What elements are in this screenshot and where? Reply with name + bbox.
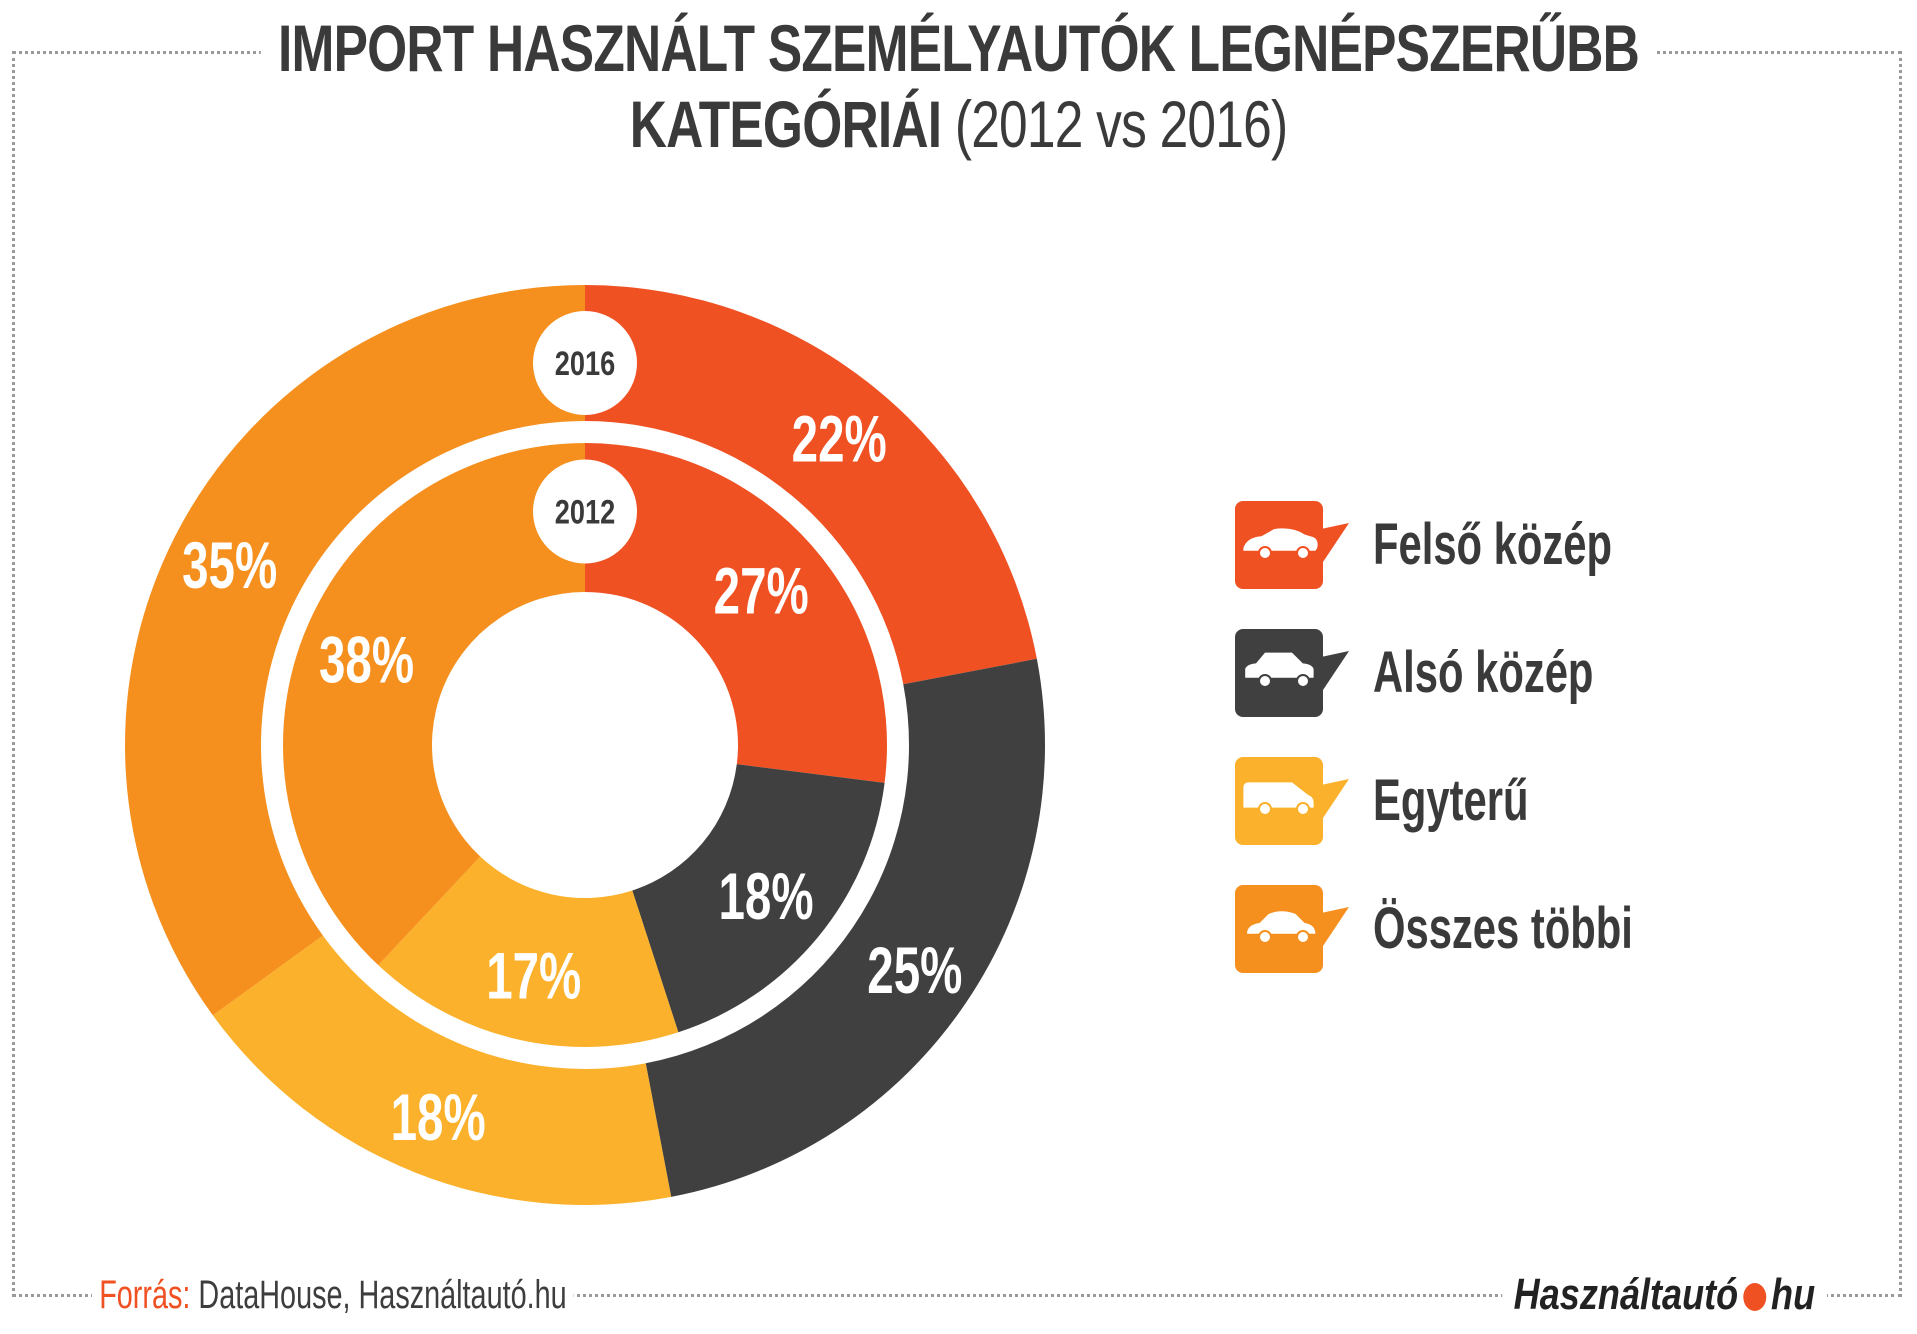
chart-subtitle: (2012 vs 2016): [954, 87, 1288, 161]
slice-2016-1: [645, 658, 1045, 1197]
chart-title: IMPORT HASZNÁLT SZEMÉLYAUTÓK LEGNÉPSZERŰ…: [0, 8, 1917, 164]
logo-dot-icon: [1743, 1283, 1767, 1311]
title-line-2: KATEGÓRIÁI: [629, 87, 942, 161]
source-note: Forrás: DataHouse, Használtautó.hu: [92, 1270, 574, 1320]
legend: Felső közép Alsó közép Egyterű Összes tö…: [1235, 501, 1835, 1013]
ring-separator: [265, 425, 905, 1065]
legend-item: Összes többi: [1235, 885, 1835, 973]
logo-text: Használtautó: [1514, 1270, 1739, 1319]
data-label-2012-1: 18%: [718, 860, 813, 933]
data-label-2012-0: 27%: [714, 555, 809, 628]
slice-2012-1: [632, 764, 885, 1033]
small-car-icon: [1235, 885, 1349, 973]
data-label-2012-2: 17%: [486, 940, 581, 1013]
compact-car-icon: [1235, 629, 1349, 717]
data-label-2016-0: 22%: [792, 403, 887, 476]
slice-2016-3: [124, 285, 585, 1016]
legend-label: Alsó közép: [1373, 640, 1594, 705]
legend-item: Egyterű: [1235, 757, 1835, 845]
year-badge-label: 2012: [555, 493, 615, 532]
minivan-icon: [1235, 757, 1349, 845]
slice-2012-0: [585, 443, 887, 783]
data-label-2016-3: 35%: [182, 529, 277, 602]
data-label-2012-3: 38%: [319, 624, 414, 697]
legend-item: Felső közép: [1235, 501, 1835, 589]
sedan-car-icon: [1235, 501, 1349, 589]
source-label: Forrás:: [99, 1273, 191, 1317]
data-label-2016-1: 25%: [867, 935, 962, 1008]
slice-2012-2: [378, 856, 679, 1047]
legend-label: Egyterű: [1373, 768, 1529, 833]
title-line-1: IMPORT HASZNÁLT SZEMÉLYAUTÓK LEGNÉPSZERŰ…: [260, 8, 1657, 88]
legend-item: Alsó közép: [1235, 629, 1835, 717]
year-badge-label: 2016: [555, 344, 615, 383]
year-badge-2016: [533, 311, 637, 415]
year-badge-2012: [533, 459, 637, 564]
logo-suffix: hu: [1771, 1270, 1816, 1319]
slice-2012-3: [283, 443, 585, 966]
slice-2016-0: [585, 285, 1037, 685]
brand-logo: Használtautó hu: [1502, 1270, 1827, 1320]
data-label-2016-2: 18%: [391, 1081, 486, 1154]
legend-label: Összes többi: [1373, 896, 1633, 961]
legend-label: Felső közép: [1373, 512, 1613, 577]
footer: Forrás: DataHouse, Használtautó.hu Haszn…: [0, 1270, 1917, 1320]
source-text: DataHouse, Használtautó.hu: [190, 1273, 567, 1317]
slice-2016-2: [212, 935, 672, 1205]
